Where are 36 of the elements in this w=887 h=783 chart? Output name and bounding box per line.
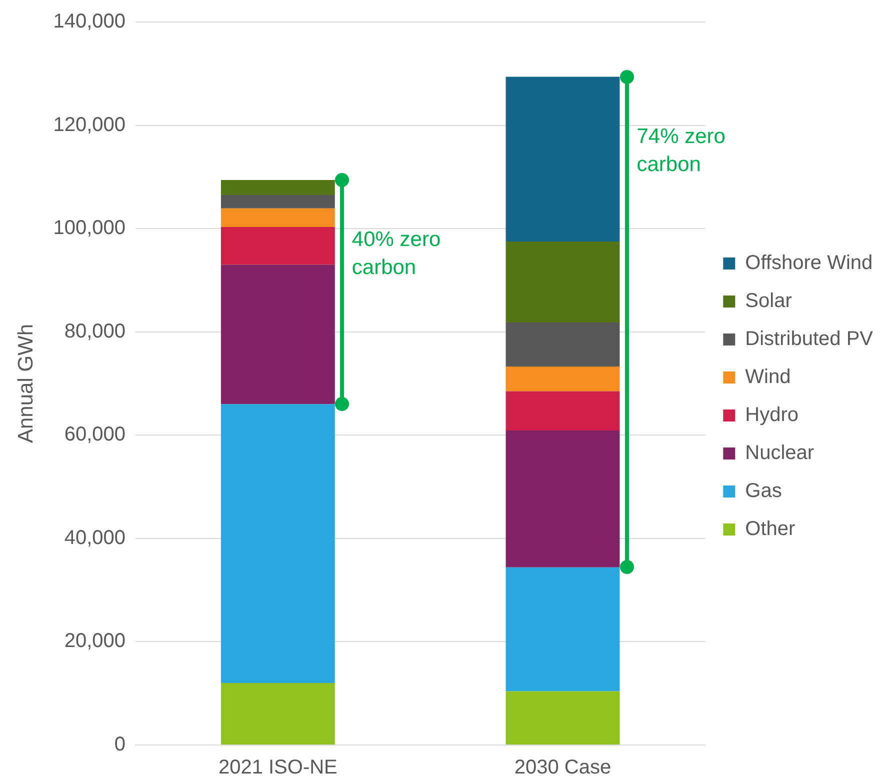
y-tick-label: 140,000 <box>53 10 126 33</box>
legend-label: Other <box>745 518 796 540</box>
y-tick-label: 20,000 <box>64 630 126 652</box>
bar <box>506 76 620 242</box>
bar <box>220 227 335 265</box>
bar <box>220 208 335 228</box>
y-tick-label: 40,000 <box>64 526 126 549</box>
bar <box>506 322 620 366</box>
bar <box>506 691 620 744</box>
x-tick-label: 2021 ISO-NE <box>218 756 338 779</box>
bar <box>506 567 620 692</box>
y-tick-label: 0 <box>114 734 126 756</box>
y-tick-label: 100,000 <box>53 217 126 240</box>
bar <box>506 241 620 323</box>
bar <box>220 264 335 404</box>
bar <box>220 404 335 684</box>
bar <box>506 391 620 430</box>
legend-label: Solar <box>745 290 792 312</box>
bar <box>506 430 620 568</box>
legend-label: Offshore Wind <box>745 252 873 274</box>
bar <box>220 683 335 744</box>
legend-label: Nuclear <box>745 442 814 464</box>
bar <box>220 180 335 196</box>
x-tick-label: 2030 Case <box>514 756 612 779</box>
annotation: 74% zero carbon <box>636 124 726 178</box>
bar <box>506 366 620 392</box>
y-tick-label: 60,000 <box>64 424 126 446</box>
bar <box>220 195 335 208</box>
annotation: 40% zero carbon <box>352 227 442 282</box>
y-tick-label: 120,000 <box>53 114 126 136</box>
legend-label: Hydro <box>745 404 799 426</box>
legend-label: Wind <box>745 366 791 388</box>
y-tick-label: 80,000 <box>64 320 126 342</box>
legend-label: Gas <box>745 480 782 502</box>
y-axis-title: Annual GWh <box>14 324 38 444</box>
legend-label: Distributed PV <box>745 328 874 350</box>
